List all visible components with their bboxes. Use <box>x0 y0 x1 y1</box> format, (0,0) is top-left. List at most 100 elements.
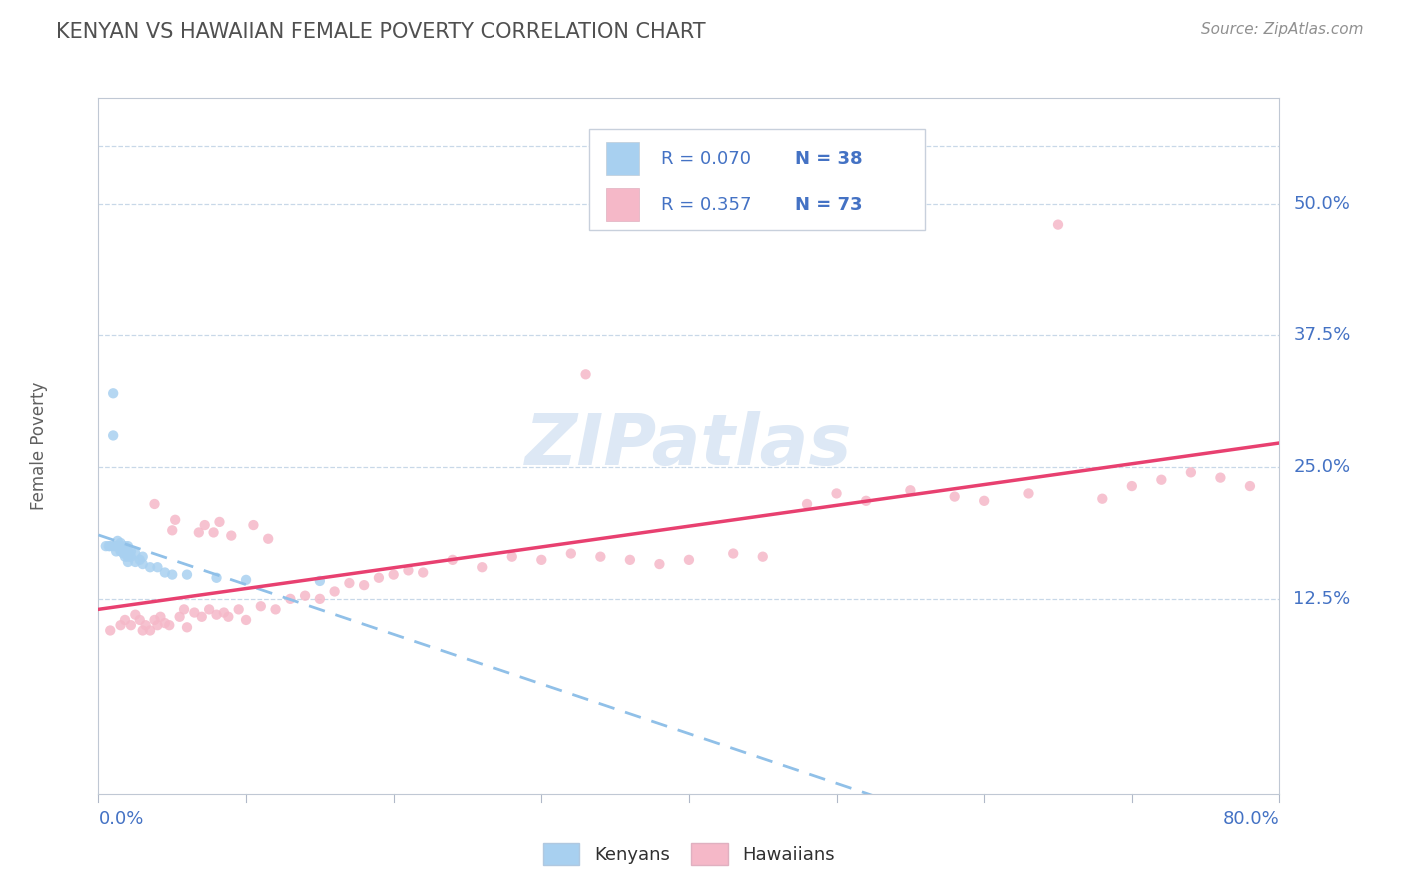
Point <box>323 584 346 599</box>
Point <box>900 483 922 498</box>
Point <box>98 624 121 638</box>
Point <box>114 613 136 627</box>
Bar <box>589 129 925 230</box>
Point <box>309 591 332 606</box>
Point <box>107 533 129 548</box>
Point <box>501 549 523 564</box>
Point <box>120 618 142 632</box>
Point <box>619 553 641 567</box>
Point <box>128 613 150 627</box>
Point <box>441 553 464 567</box>
Point <box>103 539 125 553</box>
Point <box>124 547 146 561</box>
Point <box>471 560 494 574</box>
Point <box>560 547 582 561</box>
Point <box>353 578 375 592</box>
Point <box>191 609 214 624</box>
Point <box>309 574 332 588</box>
Point <box>112 542 135 557</box>
Point <box>135 618 157 632</box>
Point <box>219 528 242 542</box>
Point <box>110 536 132 550</box>
Text: ZIPatlas: ZIPatlas <box>526 411 852 481</box>
Point <box>208 515 231 529</box>
Point <box>242 518 264 533</box>
Point <box>94 539 117 553</box>
Point <box>117 539 139 553</box>
Point <box>103 386 125 401</box>
Point <box>173 602 195 616</box>
Point <box>110 542 132 557</box>
Point <box>110 618 132 632</box>
Point <box>250 599 273 614</box>
Point <box>205 571 228 585</box>
Point <box>120 544 142 558</box>
Point <box>973 493 995 508</box>
Text: R = 0.357: R = 0.357 <box>661 195 751 213</box>
Point <box>162 524 183 538</box>
Text: 37.5%: 37.5% <box>1294 326 1351 344</box>
Point <box>589 549 612 564</box>
Point <box>212 606 235 620</box>
Point <box>146 560 169 574</box>
Point <box>105 544 128 558</box>
Point <box>294 589 316 603</box>
Text: 12.5%: 12.5% <box>1294 590 1351 607</box>
Point <box>751 549 773 564</box>
Point <box>149 609 172 624</box>
Point <box>205 607 228 622</box>
Text: 25.0%: 25.0% <box>1294 458 1351 476</box>
Point <box>146 618 169 632</box>
Point <box>648 557 671 571</box>
Bar <box>606 142 640 176</box>
Point <box>530 553 553 567</box>
Point <box>337 576 360 591</box>
Point <box>132 624 155 638</box>
Point <box>1017 486 1039 500</box>
Point <box>112 547 135 561</box>
Point <box>114 549 136 564</box>
Text: Female Poverty: Female Poverty <box>31 382 48 510</box>
Text: 80.0%: 80.0% <box>1223 811 1279 829</box>
Point <box>124 555 146 569</box>
Point <box>143 613 166 627</box>
Point <box>678 553 700 567</box>
Point <box>169 609 191 624</box>
Point <box>855 493 877 508</box>
Point <box>198 602 221 616</box>
Point <box>183 606 205 620</box>
Point <box>368 571 391 585</box>
Point <box>721 547 744 561</box>
Point <box>117 549 139 564</box>
Point <box>110 544 132 558</box>
Point <box>124 607 146 622</box>
Point <box>97 539 120 553</box>
Point <box>1239 479 1261 493</box>
Point <box>110 539 132 553</box>
Point <box>153 616 176 631</box>
Text: Source: ZipAtlas.com: Source: ZipAtlas.com <box>1201 22 1364 37</box>
Point <box>235 573 257 587</box>
Point <box>105 539 128 553</box>
Text: R = 0.070: R = 0.070 <box>661 150 751 168</box>
Point <box>943 490 966 504</box>
Point <box>257 532 280 546</box>
Point <box>278 591 302 606</box>
Point <box>117 555 139 569</box>
Point <box>114 539 136 553</box>
Text: N = 38: N = 38 <box>796 150 863 168</box>
Point <box>165 513 187 527</box>
Text: 50.0%: 50.0% <box>1294 194 1350 212</box>
Point <box>128 553 150 567</box>
Point <box>796 497 818 511</box>
Point <box>103 428 125 442</box>
Point <box>1209 470 1232 484</box>
Point <box>120 549 142 564</box>
Legend: Kenyans, Hawaiians: Kenyans, Hawaiians <box>536 835 842 871</box>
Point <box>162 567 183 582</box>
Point <box>1150 473 1173 487</box>
Point <box>176 620 198 634</box>
Point <box>1091 491 1114 506</box>
Point <box>1121 479 1143 493</box>
Point <box>194 518 217 533</box>
